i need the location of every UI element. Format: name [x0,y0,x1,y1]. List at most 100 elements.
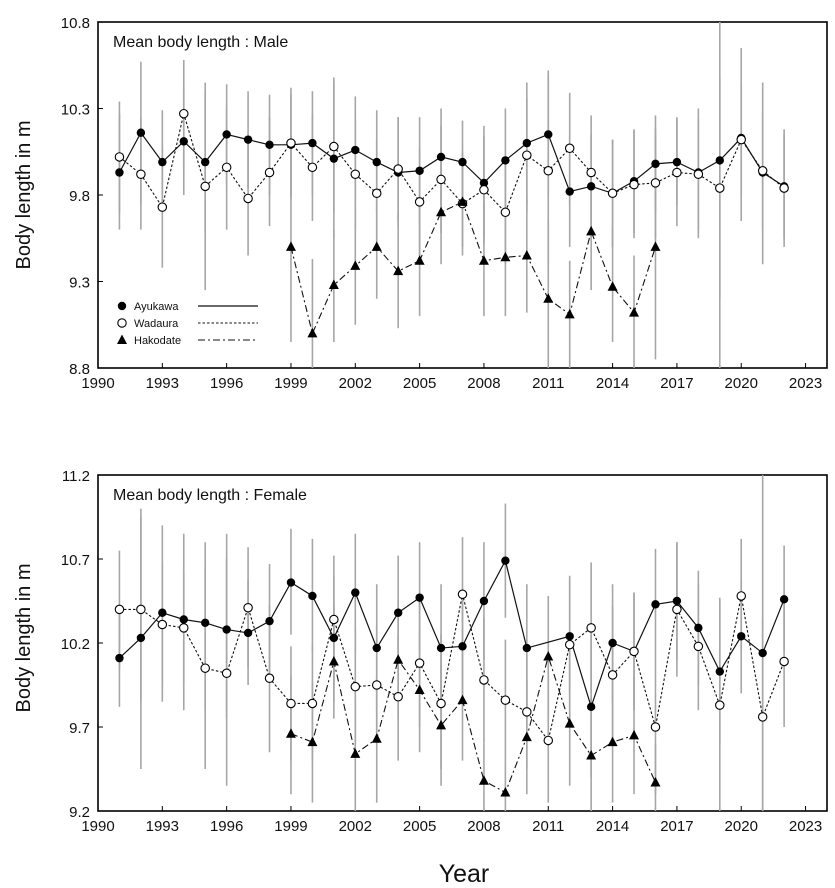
data-point-ayukawa [758,648,767,658]
female-panel: Body length in m Mean body length : Fema… [13,468,828,835]
data-point-wadaura [350,681,361,692]
data-point-hakodate [478,775,489,785]
data-point-wadaura [114,152,125,162]
x-tick-label: 1996 [210,818,243,835]
data-point-hakodate [650,241,661,251]
x-tick-label: 2023 [789,375,822,392]
data-point-ayukawa [737,632,746,641]
data-point-ayukawa [715,156,724,165]
data-point-wadaura [564,639,575,650]
data-point-hakodate [393,265,404,276]
data-point-wadaura [179,623,189,633]
data-point-ayukawa [565,187,574,196]
data-point-wadaura [264,167,275,178]
y-tick-label: 10.2 [61,636,90,653]
series-line-hakodate [290,201,656,336]
data-point-ayukawa [158,608,167,617]
y-tick-label: 10.8 [61,15,90,32]
x-tick-label: 1990 [81,375,114,392]
data-point-wadaura [757,712,768,722]
x-tick-label: 2011 [532,375,564,392]
chart-title-female: Mean body length : Female [113,487,307,504]
data-point-hakodate [521,250,532,260]
data-point-wadaura [629,646,639,657]
data-point-wadaura [200,181,210,192]
data-point-ayukawa [308,138,317,148]
data-point-ayukawa [779,595,789,604]
data-point-wadaura [329,614,339,625]
data-point-ayukawa [286,578,296,587]
x-tick-label: 2017 [660,818,693,835]
data-point-ayukawa [415,593,424,602]
data-point-ayukawa [501,556,510,565]
data-point-wadaura [736,134,746,145]
y-tick-label: 9.8 [69,188,90,205]
data-point-wadaura [779,656,789,667]
data-point-hakodate [285,241,296,251]
y-tick-label: 8.8 [69,361,90,378]
data-point-wadaura [243,602,253,613]
data-point-wadaura [136,604,146,615]
data-point-ayukawa [372,643,381,653]
data-point-wadaura [736,591,746,601]
data-point-wadaura [436,698,446,709]
data-point-wadaura [672,604,682,615]
data-point-hakodate [328,279,339,289]
data-point-hakodate [457,196,468,206]
x-tick-label: 2005 [403,375,436,392]
x-tick-label: 1999 [274,818,307,835]
data-point-wadaura [522,707,532,717]
data-point-ayukawa [436,643,446,653]
data-point-hakodate [285,728,296,738]
data-point-ayukawa [201,618,210,628]
data-point-ayukawa [672,596,682,606]
data-point-hakodate [543,293,554,303]
data-point-hakodate [414,684,425,695]
error-bars [118,475,785,811]
data-point-wadaura [436,174,446,185]
data-point-wadaura [607,188,618,199]
data-point-ayukawa [179,137,188,146]
data-point-wadaura [414,197,425,207]
data-point-wadaura [543,166,554,176]
data-point-hakodate [586,750,597,760]
data-point-ayukawa [522,643,532,653]
data-point-wadaura [543,735,554,746]
x-tick-label: 2008 [467,818,500,835]
y-tick-label: 10.3 [61,102,90,119]
data-point-ayukawa [586,182,596,191]
data-point-ayukawa [565,632,574,641]
male-panel: Body length in m Mean body length : Male… [13,15,828,392]
data-point-wadaura [586,623,596,633]
x-tick-label: 1993 [146,818,179,835]
data-point-ayukawa [329,633,339,643]
data-point-hakodate [564,308,575,319]
data-point-wadaura [693,169,704,179]
series-line-hakodate [290,654,656,794]
data-point-ayukawa [308,591,317,601]
data-point-wadaura [607,670,618,680]
data-point-ayukawa [115,168,124,177]
x-tick-label: 2008 [467,375,500,392]
x-tick-label: 2002 [339,818,372,835]
data-point-hakodate [436,719,447,730]
data-point-hakodate [500,251,511,262]
data-point-ayukawa [651,600,660,609]
data-point-wadaura [479,675,489,685]
data-point-wadaura [221,162,232,173]
data-point-ayukawa [158,157,167,167]
data-point-hakodate [500,787,511,797]
x-tick-label: 2014 [596,818,629,835]
data-point-ayukawa [608,638,617,648]
data-point-wadaura [200,663,210,673]
data-point-ayukawa [436,152,446,162]
data-point-ayukawa [243,135,253,144]
x-tick-label: 2020 [725,818,758,835]
data-point-ayukawa [265,616,274,626]
data-point-wadaura [650,178,661,188]
data-point-wadaura [715,183,725,193]
data-point-ayukawa [458,642,467,651]
x-tick-label: 2020 [725,375,758,392]
data-point-ayukawa [651,159,660,169]
data-point-ayukawa [222,130,231,139]
